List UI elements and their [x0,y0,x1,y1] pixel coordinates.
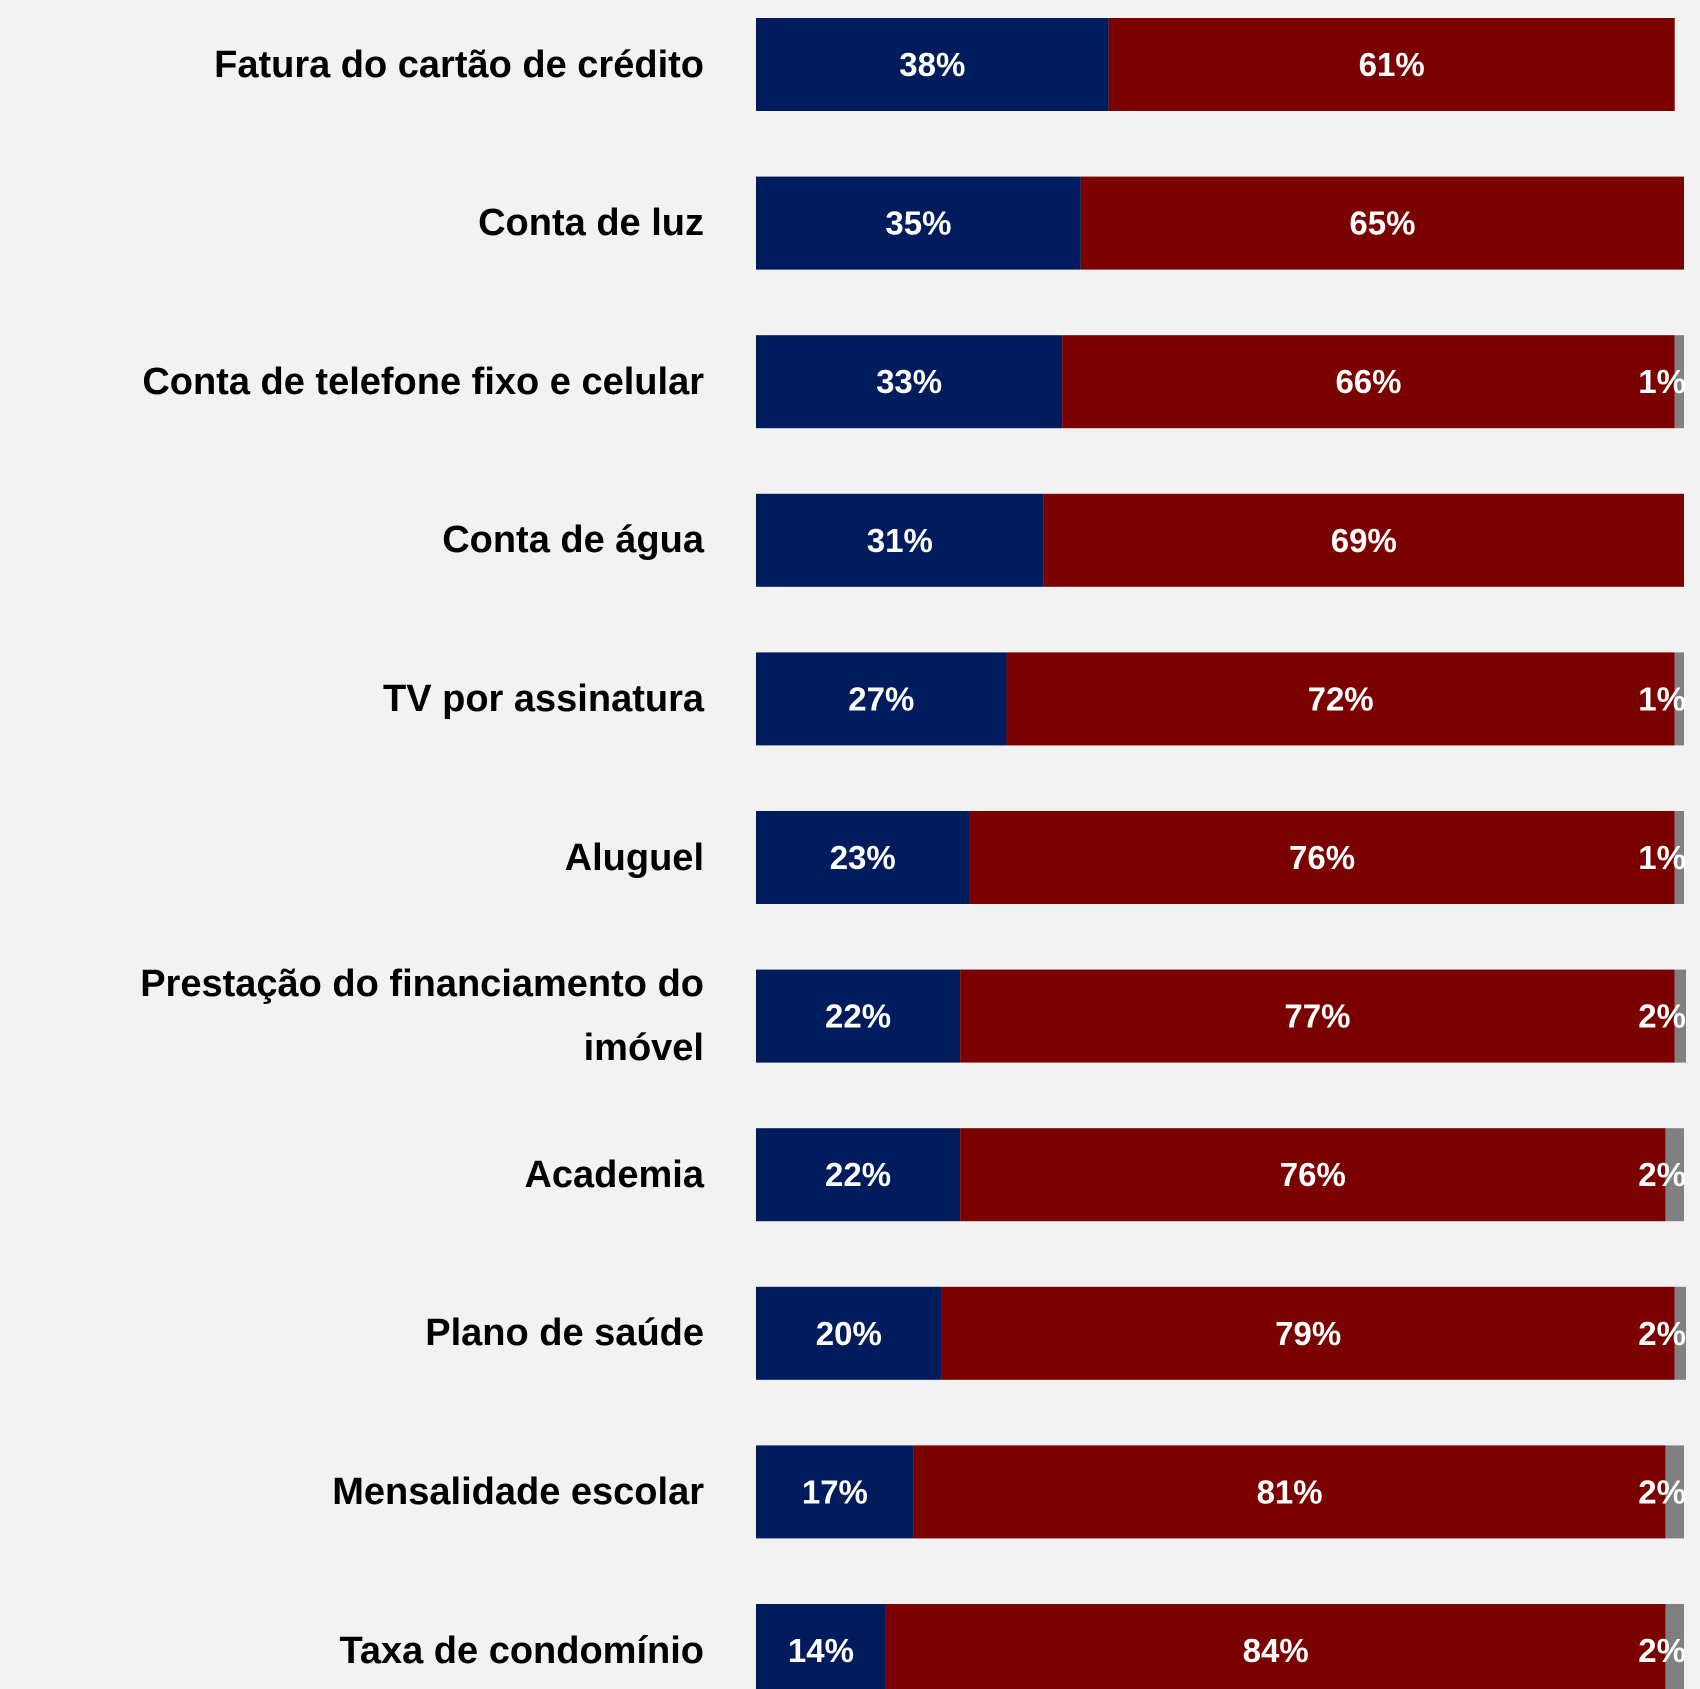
bar-segment [969,811,1675,904]
value-label: 31% [867,522,933,559]
bar-segment [756,969,961,1063]
bar-segment [941,1286,1675,1380]
value-label: 2% [1638,998,1686,1035]
bar-segment [756,811,970,904]
value-label: 81% [1257,1473,1323,1510]
bar-segment [756,1286,942,1380]
value-label: 20% [816,1315,882,1352]
value-label: 17% [802,1473,868,1510]
bar-segment [1665,1445,1684,1539]
bar-segment [960,969,1675,1063]
value-label: 76% [1280,1156,1346,1193]
value-label: 27% [848,680,914,717]
value-label: 35% [885,205,951,242]
value-label: 2% [1638,1632,1686,1669]
category-label: Aluguel [564,836,704,879]
value-label: 1% [1638,363,1686,400]
value-label: 22% [825,1156,891,1193]
value-label: 69% [1331,522,1397,559]
category-label: Mensalidade escolar [332,1470,704,1513]
bar-segment [1674,652,1684,746]
bar-segment [1006,652,1675,746]
value-label: 22% [825,998,891,1035]
value-label: 38% [899,46,965,83]
value-label: 14% [788,1632,854,1669]
bar-segment [756,652,1007,746]
value-label: 1% [1638,839,1686,876]
category-label: Taxa de condomínio [339,1629,704,1672]
value-label: 2% [1638,1156,1686,1193]
value-label: 84% [1243,1632,1309,1669]
bar-segment [1674,969,1686,1063]
value-label: 1% [1638,680,1686,717]
bar-segment [1674,335,1684,429]
value-label: 79% [1275,1315,1341,1352]
bar-segment [1080,176,1684,270]
value-label: 65% [1349,205,1415,242]
bars [756,18,1686,1689]
category-label: Academia [524,1153,704,1196]
value-label: 77% [1284,998,1350,1035]
value-label: 76% [1289,839,1355,876]
bar-segment [1043,493,1684,587]
bar-segment [960,1128,1666,1222]
bar-segment [1665,1604,1684,1689]
bar-segment [1665,1128,1684,1222]
bar-segment [1674,1286,1686,1380]
bar-segment [885,1604,1666,1689]
category-label: TV por assinatura [383,677,704,720]
category-label: Conta de luz [478,202,704,245]
category-label: Plano de saúde [425,1312,704,1355]
bar-segment [913,1445,1666,1539]
value-label: 61% [1359,46,1425,83]
bar-segment [756,176,1081,270]
value-label: 2% [1638,1473,1686,1510]
bar-segment [1108,18,1675,111]
category-label: Conta de telefone fixo e celular [142,360,704,403]
value-label: 72% [1308,680,1374,717]
bar-segment [756,335,1063,429]
bar-segment [1674,811,1684,904]
bar-segment [756,18,1109,111]
value-label: 66% [1335,363,1401,400]
category-label: Fatura do cartão de crédito [214,43,704,86]
bar-segment [1062,335,1675,429]
bar-segment [756,1128,961,1222]
bar-segment [756,1604,886,1689]
bar-segment [756,1445,914,1539]
category-label: Conta de água [442,519,704,562]
value-label: 2% [1638,1315,1686,1352]
category-label: Prestação do financiamento do imóvel [140,963,704,1070]
value-label: 23% [830,839,896,876]
bar-segment [756,493,1044,587]
labels: 38% 61% 35% 65% 33% 66% 1% 31% 69% 27% 72% 1% 23% 76%… [788,46,1686,1669]
value-label: 33% [876,363,942,400]
